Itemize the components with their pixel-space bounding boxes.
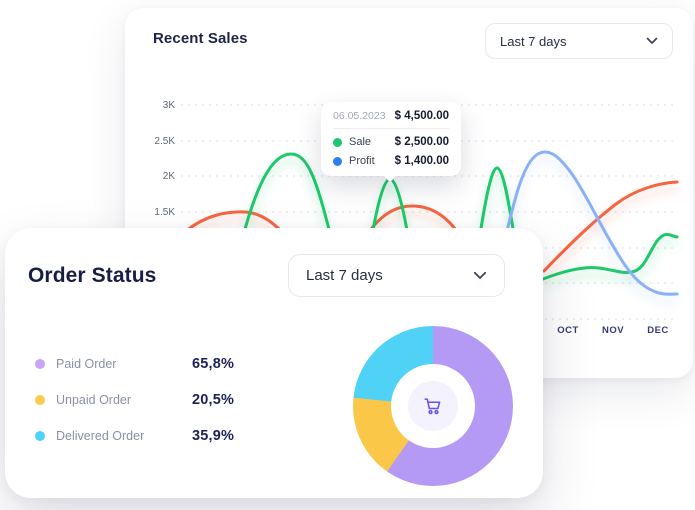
- legend-value: 35,9%: [192, 428, 235, 444]
- shopping-cart-icon: [424, 398, 441, 415]
- legend-label: Unpaid Order: [56, 393, 132, 407]
- recent-sales-title: Recent Sales: [153, 30, 248, 47]
- unpaid-order-dot-icon: [35, 395, 45, 405]
- chevron-down-icon: [646, 37, 658, 44]
- svg-text:1.5K: 1.5K: [154, 207, 175, 218]
- delivered-order-dot-icon: [35, 431, 45, 441]
- legend-item-delivered: Delivered Order 35,9%: [35, 426, 234, 446]
- order-status-donut[interactable]: [353, 326, 513, 486]
- tooltip-row-sale: Sale $ 2,500.00: [333, 136, 449, 148]
- svg-text:OCT: OCT: [557, 325, 579, 336]
- order-status-period-dropdown[interactable]: Last 7 days: [288, 254, 505, 297]
- order-status-period-value: Last 7 days: [306, 267, 383, 284]
- legend-value: 20,5%: [192, 392, 235, 408]
- donut-hole: [391, 364, 475, 448]
- recent-sales-period-value: Last 7 days: [500, 33, 567, 49]
- legend-item-paid: Paid Order 65,8%: [35, 354, 234, 374]
- tooltip-date: 06.05.2023: [333, 110, 386, 122]
- legend-value: 65,8%: [192, 356, 235, 372]
- svg-text:3K: 3K: [163, 100, 176, 111]
- tooltip-sale-label: Sale: [349, 136, 372, 148]
- sale-dot-icon: [333, 137, 342, 147]
- tooltip-row-profit: Profit $ 1,400.00: [333, 155, 449, 167]
- tooltip-profit-label: Profit: [349, 155, 375, 167]
- recent-sales-period-dropdown[interactable]: Last 7 days: [485, 23, 673, 59]
- order-status-card: Order Status Last 7 days Paid Order 65,8…: [5, 228, 543, 498]
- svg-text:2.5K: 2.5K: [154, 136, 175, 147]
- legend-item-unpaid: Unpaid Order 20,5%: [35, 390, 234, 410]
- legend-label: Paid Order: [56, 357, 117, 371]
- tooltip-total: $ 4,500.00: [394, 110, 449, 122]
- tooltip-sale-value: $ 2,500.00: [394, 136, 449, 148]
- chevron-down-icon: [473, 271, 487, 279]
- chart-tooltip: 06.05.2023 $ 4,500.00 Sale $ 2,500.00 Pr…: [321, 102, 461, 176]
- order-status-title: Order Status: [28, 264, 157, 287]
- svg-text:2K: 2K: [163, 171, 176, 182]
- svg-text:NOV: NOV: [602, 325, 624, 336]
- svg-text:DEC: DEC: [647, 325, 669, 336]
- tooltip-profit-value: $ 1,400.00: [394, 155, 449, 167]
- profit-dot-icon: [333, 156, 342, 166]
- legend-label: Delivered Order: [56, 429, 145, 443]
- paid-order-dot-icon: [35, 359, 45, 369]
- donut-center-badge: [408, 381, 458, 431]
- order-status-legend: Paid Order 65,8% Unpaid Order 20,5% Deli…: [35, 354, 234, 446]
- tooltip-header: 06.05.2023 $ 4,500.00: [333, 110, 449, 129]
